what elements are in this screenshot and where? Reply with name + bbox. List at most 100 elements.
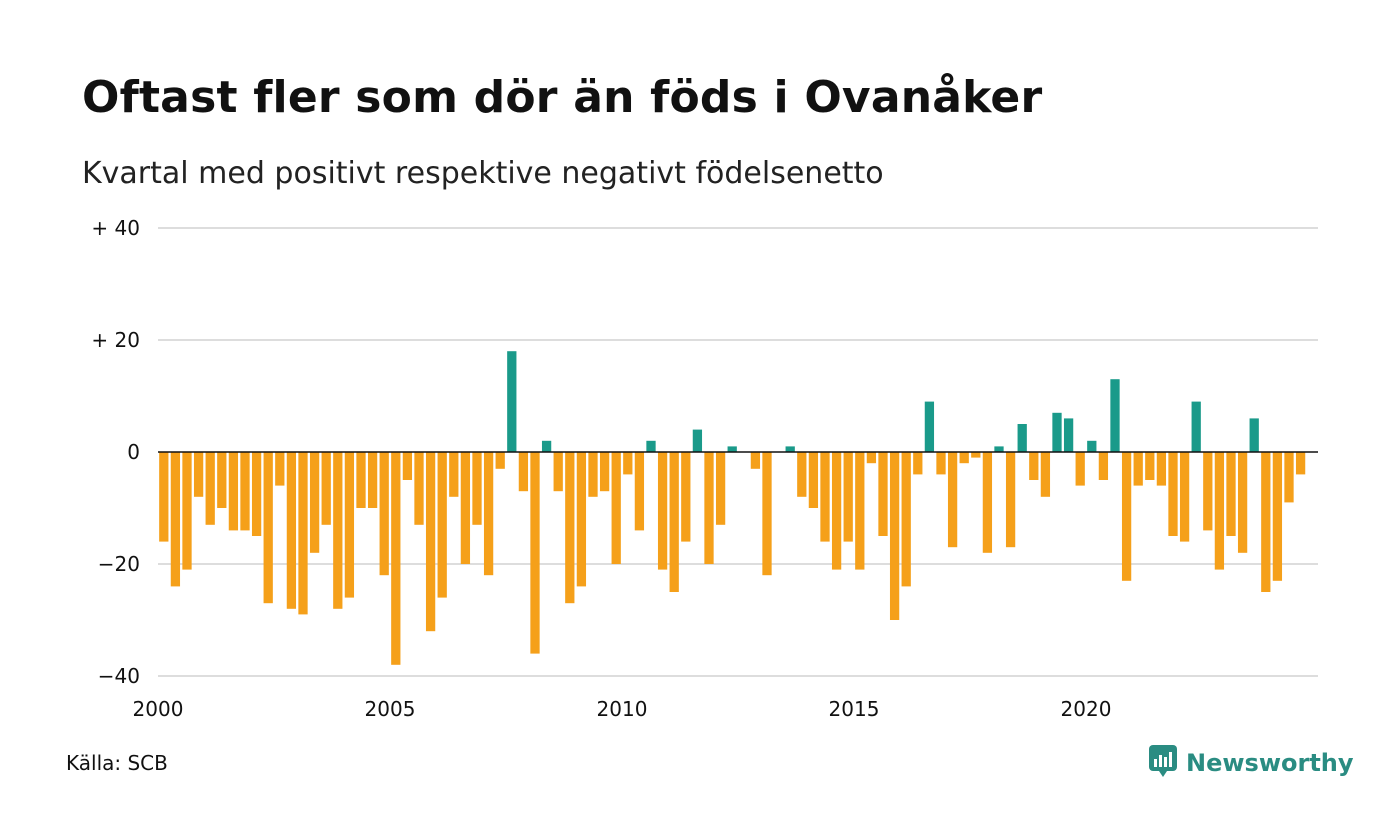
bar <box>530 452 540 654</box>
y-tick-label: −40 <box>98 664 140 688</box>
bar <box>159 452 169 542</box>
bar <box>785 446 795 452</box>
bar <box>483 452 494 576</box>
bar <box>321 452 331 525</box>
bar <box>1226 452 1236 536</box>
source-note: Källa: SCB <box>66 751 168 775</box>
bar <box>1087 440 1097 452</box>
bar <box>866 452 877 464</box>
bar <box>924 401 935 452</box>
bar <box>715 452 726 525</box>
bar <box>356 452 366 508</box>
bar <box>1272 452 1283 581</box>
bar <box>1121 452 1132 581</box>
bar <box>1040 452 1051 497</box>
bar <box>379 452 389 576</box>
bar <box>959 452 969 464</box>
bar <box>611 452 621 564</box>
bar <box>402 452 413 480</box>
bar <box>344 452 355 598</box>
bar <box>913 452 923 475</box>
bar <box>565 452 575 604</box>
bar <box>831 452 842 570</box>
bar <box>599 452 610 492</box>
y-tick-label: 0 <box>127 440 140 464</box>
bar <box>1110 379 1120 452</box>
bar <box>507 351 517 452</box>
bar <box>1005 452 1016 548</box>
bar <box>1261 452 1271 592</box>
bar <box>263 452 273 604</box>
bar <box>1168 452 1178 536</box>
bar <box>727 446 737 452</box>
bar <box>367 452 378 508</box>
bar <box>646 440 656 452</box>
bar <box>1098 452 1109 480</box>
bar <box>808 452 819 508</box>
bar <box>1249 418 1259 452</box>
bar <box>1179 452 1190 542</box>
bar <box>541 440 552 452</box>
bar <box>193 452 204 497</box>
bar <box>495 452 505 469</box>
bar <box>228 452 239 531</box>
y-tick-label: + 20 <box>91 328 140 352</box>
bar <box>1295 452 1306 475</box>
bar <box>437 452 447 598</box>
bar <box>553 452 563 492</box>
bar <box>750 452 761 469</box>
bar <box>1133 452 1143 486</box>
bar <box>1075 452 1085 486</box>
y-tick-label: −20 <box>98 552 140 576</box>
bar <box>414 452 424 525</box>
x-tick-label: 2015 <box>829 697 880 721</box>
bar <box>1017 424 1027 452</box>
bar <box>1029 452 1039 480</box>
bar <box>820 452 830 542</box>
bar <box>1191 401 1201 452</box>
bar <box>1237 452 1248 553</box>
bar <box>576 452 587 587</box>
bar <box>947 452 958 548</box>
bar <box>878 452 888 536</box>
bar <box>309 452 320 553</box>
bar <box>182 452 192 570</box>
chart-subtitle: Kvartal med positivt respektive negativt… <box>82 156 884 191</box>
bar <box>1214 452 1225 570</box>
bar <box>971 452 981 458</box>
bar <box>170 452 181 587</box>
bar <box>634 452 645 531</box>
bar <box>982 452 993 553</box>
bar <box>762 452 772 576</box>
x-tick-label: 2010 <box>597 697 648 721</box>
newsworthy-logo: Newsworthy <box>1148 744 1354 782</box>
bar <box>286 452 297 609</box>
bar <box>298 452 308 615</box>
bar <box>1156 452 1167 486</box>
bar <box>889 452 900 620</box>
bar <box>657 452 668 570</box>
bars <box>159 351 1306 665</box>
bar <box>588 452 598 497</box>
bar <box>1203 452 1213 531</box>
bar <box>275 452 285 486</box>
bar <box>692 429 703 452</box>
bar <box>669 452 679 592</box>
bar <box>333 452 343 609</box>
bar <box>901 452 911 587</box>
bar <box>994 446 1004 452</box>
bar <box>1284 452 1294 503</box>
bar <box>425 452 436 632</box>
bar <box>518 452 529 492</box>
x-tick-label: 2005 <box>365 697 416 721</box>
bar <box>391 452 401 665</box>
chart-title: Oftast fler som dör än föds i Ovanåker <box>82 72 1043 123</box>
bar <box>855 452 865 570</box>
bar <box>681 452 691 542</box>
brand-name: Newsworthy <box>1186 749 1354 777</box>
y-tick-label: + 40 <box>91 216 140 240</box>
bar <box>251 452 262 536</box>
bar <box>217 452 227 508</box>
bar <box>1063 418 1074 452</box>
